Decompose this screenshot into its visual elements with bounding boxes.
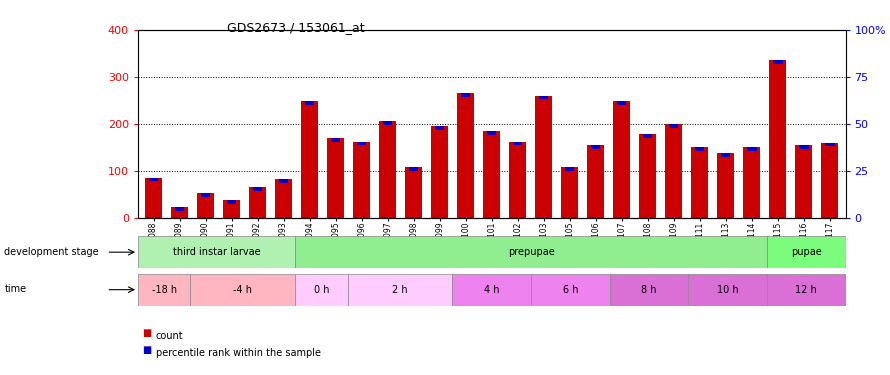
Bar [175, 207, 184, 211]
Bar [348, 274, 452, 306]
Bar [301, 101, 318, 217]
Bar [613, 101, 630, 217]
Bar [295, 274, 348, 306]
Bar [487, 131, 497, 135]
Bar [514, 142, 522, 146]
Bar [379, 122, 396, 218]
Bar [145, 178, 162, 218]
Bar [669, 124, 678, 128]
Bar [799, 145, 808, 148]
Bar [457, 93, 474, 218]
Text: 6 h: 6 h [562, 285, 578, 295]
Bar [610, 274, 688, 306]
Bar [531, 274, 610, 306]
Bar [461, 93, 470, 97]
Bar [717, 153, 734, 218]
Text: -18 h: -18 h [151, 285, 177, 295]
Bar [138, 274, 190, 306]
Text: development stage: development stage [4, 247, 99, 257]
Bar [796, 145, 813, 218]
Text: count: count [156, 331, 183, 340]
Bar [432, 126, 449, 218]
Text: ■: ■ [142, 345, 151, 354]
Bar [305, 101, 314, 105]
Text: 0 h: 0 h [313, 285, 329, 295]
Bar [452, 274, 531, 306]
Text: pupae: pupae [791, 247, 821, 257]
Bar [587, 145, 604, 218]
Bar [617, 101, 627, 105]
Bar [767, 274, 845, 306]
Bar [295, 236, 767, 268]
Text: 10 h: 10 h [716, 285, 739, 295]
Bar [383, 122, 392, 125]
Text: -4 h: -4 h [233, 285, 252, 295]
Text: ■: ■ [142, 328, 151, 338]
Text: GDS2673 / 153061_at: GDS2673 / 153061_at [227, 21, 365, 34]
Text: 8 h: 8 h [641, 285, 657, 295]
Bar [721, 153, 731, 157]
Bar [666, 124, 683, 218]
Bar [767, 236, 845, 268]
Bar [509, 142, 526, 218]
Text: percentile rank within the sample: percentile rank within the sample [156, 348, 320, 357]
Bar [201, 193, 210, 197]
Bar [688, 274, 767, 306]
Text: 4 h: 4 h [484, 285, 499, 295]
Bar [643, 134, 652, 138]
Bar [227, 200, 236, 204]
Bar [825, 142, 835, 146]
Text: prepupae: prepupae [507, 247, 554, 257]
Bar [748, 147, 756, 151]
Bar [562, 167, 578, 218]
Bar [223, 200, 240, 217]
Bar [409, 167, 418, 171]
Bar [149, 178, 158, 182]
Bar [639, 134, 656, 218]
Bar [328, 138, 344, 218]
Bar [695, 147, 705, 151]
Bar [692, 147, 708, 218]
Bar [743, 147, 760, 218]
Bar [483, 131, 500, 218]
Bar [331, 138, 340, 142]
Bar [435, 126, 444, 130]
Text: 12 h: 12 h [796, 285, 817, 295]
Bar [249, 187, 266, 218]
Text: third instar larvae: third instar larvae [173, 247, 261, 257]
Bar [539, 96, 548, 99]
Bar [253, 187, 263, 191]
Bar [275, 179, 292, 218]
Bar [770, 60, 787, 217]
Bar [773, 60, 782, 64]
Text: 2 h: 2 h [392, 285, 408, 295]
Bar [405, 167, 422, 218]
Bar [190, 274, 295, 306]
Bar [279, 179, 288, 183]
Bar [591, 145, 601, 148]
Bar [197, 193, 214, 217]
Bar [821, 142, 838, 218]
Bar [353, 142, 370, 218]
Text: time: time [4, 285, 27, 294]
Bar [535, 96, 552, 218]
Bar [565, 167, 574, 171]
Bar [171, 207, 188, 218]
Bar [138, 236, 295, 268]
Bar [357, 142, 367, 146]
